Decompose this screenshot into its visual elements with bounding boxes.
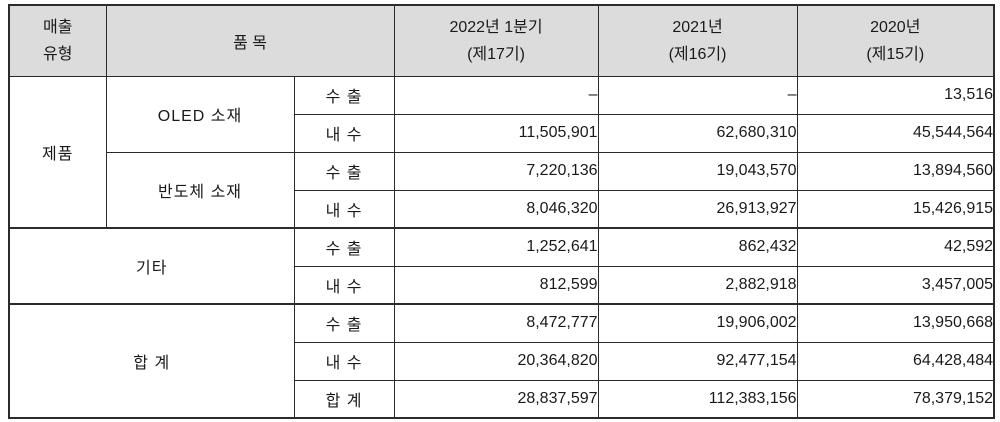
value-2022q1: 11,505,901 [393, 113, 599, 153]
value-2020: 13,516 [796, 75, 995, 115]
value-2020: 78,379,152 [796, 379, 995, 419]
value-2020: 42,592 [796, 227, 995, 267]
value-2021: 92,477,154 [597, 341, 798, 381]
table-row: 내 수 8,046,320 26,913,927 15,426,915 [9, 189, 995, 229]
table-row: 제품 OLED 소재 수 출 – – 13,516 [8, 75, 995, 229]
group-product: 제품 [8, 75, 107, 229]
header-sales-type: 매출 유형 [8, 4, 107, 77]
header-row: 매출 유형 품 목 2022년 1분기 (제17기) 2021년 (제16기) … [8, 4, 995, 77]
value-2020: 15,426,915 [796, 189, 995, 229]
table-row: 내 수 11,505,901 62,680,310 45,544,564 [9, 113, 995, 153]
value-2021: 2,882,918 [597, 265, 798, 305]
row-label-export: 수 출 [293, 151, 395, 191]
value-2022q1: 1,252,641 [393, 227, 599, 267]
header-period-2020: 2020년 (제15기) [796, 4, 995, 77]
sales-by-product-table: 매출 유형 품 목 2022년 1분기 (제17기) 2021년 (제16기) … [8, 4, 996, 419]
row-label-domestic: 내 수 [293, 113, 395, 153]
header-period-2022q1: 2022년 1분기 (제17기) [393, 4, 599, 77]
group-etc: 기타 [8, 227, 295, 305]
header-item: 품 목 [105, 4, 395, 77]
row-label-domestic: 내 수 [293, 341, 395, 381]
table-row: 기타 수 출 1,252,641 862,432 42,592 [8, 227, 995, 305]
value-2021: 112,383,156 [597, 379, 798, 419]
value-2022q1: 28,837,597 [393, 379, 599, 419]
value-2022q1: 8,472,777 [393, 303, 599, 343]
value-2021: 26,913,927 [597, 189, 798, 229]
value-2020: 13,950,668 [796, 303, 995, 343]
row-label-export: 수 출 [293, 75, 395, 115]
group-total: 합 계 [8, 303, 295, 419]
header-period-2021: 2021년 (제16기) [597, 4, 798, 77]
table-row: 합 계 수 출 8,472,777 19,906,002 13,950,668 [8, 303, 995, 419]
value-2020: 64,428,484 [796, 341, 995, 381]
value-2022q1: 20,364,820 [393, 341, 599, 381]
value-2021: 19,043,570 [597, 151, 798, 191]
value-2020: 3,457,005 [796, 265, 995, 305]
table-row: 합 계 28,837,597 112,383,156 78,379,152 [9, 379, 995, 419]
table-row: 내 수 20,364,820 92,477,154 64,428,484 [9, 341, 995, 381]
value-2020: 45,544,564 [796, 113, 995, 153]
table-row: 내 수 812,599 2,882,918 3,457,005 [9, 265, 995, 305]
value-2021: 862,432 [597, 227, 798, 267]
value-2021: 19,906,002 [597, 303, 798, 343]
row-label-export: 수 출 [293, 303, 395, 343]
group-semiconductor: 반도체 소재 [105, 151, 295, 229]
group-oled: OLED 소재 [105, 75, 295, 153]
value-2020: 13,894,560 [796, 151, 995, 191]
row-label-domestic: 내 수 [293, 265, 395, 305]
value-2022q1: – [393, 75, 599, 115]
value-2022q1: 8,046,320 [393, 189, 599, 229]
table-row: 반도체 소재 수 출 7,220,136 19,043,570 13,894,5… [9, 151, 995, 229]
row-label-export: 수 출 [293, 227, 395, 267]
value-2022q1: 812,599 [393, 265, 599, 305]
row-label-domestic: 내 수 [293, 189, 395, 229]
value-2021: – [597, 75, 798, 115]
row-label-total: 합 계 [293, 379, 395, 419]
value-2021: 62,680,310 [597, 113, 798, 153]
value-2022q1: 7,220,136 [393, 151, 599, 191]
